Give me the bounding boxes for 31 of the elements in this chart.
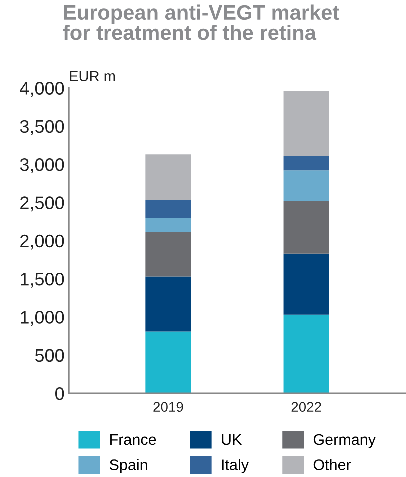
y-axis-title: EUR m: [70, 71, 116, 82]
legend-label: Spain: [110, 459, 148, 474]
bar: [146, 232, 192, 277]
bar: [284, 314, 330, 394]
bar: [146, 154, 192, 200]
bar: [284, 91, 330, 156]
legend-label: UK: [222, 434, 242, 446]
y-tick-label: 2,500: [20, 196, 64, 212]
x-tick-label: 2022: [292, 402, 322, 412]
chart-title: European anti-VEGT market for treatment of the retina: [63, 4, 340, 40]
y-tick-label: 4,000: [20, 82, 64, 98]
y-tick-label: 1,000: [21, 311, 64, 326]
bar: [284, 201, 330, 254]
y-tick-label: 1,500: [21, 272, 64, 288]
bar: [284, 156, 330, 171]
bar: [146, 276, 192, 332]
legend-label: France: [110, 434, 156, 446]
bar: [146, 218, 192, 232]
y-tick-label: 500: [35, 349, 64, 362]
bar: [146, 332, 192, 394]
y-tick-label: 2,000: [20, 234, 64, 250]
x-tick-label: 2019: [154, 402, 184, 412]
y-tick-label: 0: [56, 387, 64, 400]
y-tick-label: 3,500: [20, 120, 64, 136]
legend-label: Italy: [222, 459, 249, 474]
legend-label: Germany: [314, 434, 376, 448]
bar: [146, 200, 192, 218]
bar: [284, 254, 330, 315]
y-tick-label: 3,000: [20, 158, 64, 174]
bar: [284, 170, 330, 202]
legend-label: Other: [314, 459, 352, 470]
